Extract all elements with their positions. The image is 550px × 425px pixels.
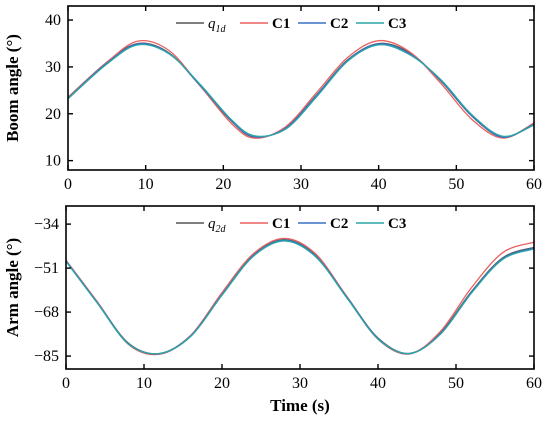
legend-label: q2d: [208, 216, 227, 235]
legend-label: q1d: [208, 16, 227, 35]
x-axis-label: Time (s): [270, 396, 330, 415]
x-tick-label: 60: [526, 176, 542, 193]
y-tick-label: −51: [34, 260, 59, 277]
y-axis-label: Boom angle (°): [3, 34, 22, 142]
y-tick-label: 10: [45, 153, 61, 170]
legend-item-c2: C2: [298, 16, 348, 32]
y-axis-label: Arm angle (°): [3, 238, 22, 337]
x-axis-ticks: 0 10 20 30 40 50 60: [64, 6, 542, 193]
legend-item-c3: C3: [356, 216, 406, 232]
legend-label: C1: [272, 216, 290, 232]
plot-frame: [65, 205, 535, 370]
legend-label: C3: [388, 16, 406, 32]
legend-item-q2d: q2d: [176, 216, 227, 235]
series-line-c1: [68, 39, 534, 139]
series-line-c2: [66, 239, 534, 355]
series-line-q2d: [66, 238, 534, 355]
legend-item-c1: C1: [240, 16, 290, 32]
series-group: [68, 39, 534, 139]
x-tick-label: 20: [215, 176, 231, 193]
legend-item-q1d: q1d: [176, 16, 227, 35]
legend-item-c1: C1: [240, 216, 290, 232]
x-tick-label: 40: [371, 176, 387, 193]
legend-item-c3: C3: [356, 16, 406, 32]
plot-frame: [67, 5, 535, 171]
legend-label: C2: [330, 216, 348, 232]
x-tick-label: 50: [448, 176, 464, 193]
legend-label: C3: [388, 216, 406, 232]
x-tick-label: 50: [448, 375, 464, 392]
x-tick-label: 60: [526, 375, 542, 392]
legend: q2d C1 C2 C3: [176, 216, 406, 235]
x-tick-label: 10: [136, 375, 152, 392]
series-line-q1d: [68, 42, 534, 139]
x-tick-label: 30: [293, 176, 309, 193]
chart-panel-2: 0 10 20 30 40 50 60 −34 −51 −68 −85 Arm angle (°) Ti…: [3, 205, 542, 415]
y-tick-label: −68: [34, 304, 59, 321]
legend: q1d C1 C2 C3: [176, 16, 406, 35]
x-axis-ticks: 0 10 20 30 40 50 60: [62, 206, 542, 392]
series-line-c1: [66, 237, 534, 356]
x-tick-label: 40: [370, 375, 386, 392]
x-tick-label: 20: [214, 375, 230, 392]
series-line-c3: [66, 240, 534, 355]
x-tick-label: 0: [62, 375, 70, 392]
legend-item-c2: C2: [298, 216, 348, 232]
y-tick-label: 20: [45, 106, 61, 123]
x-tick-label: 30: [292, 375, 308, 392]
series-group: [66, 237, 534, 356]
x-tick-label: 10: [138, 176, 154, 193]
x-tick-label: 0: [64, 176, 72, 193]
y-axis-ticks: 10 20 30 40: [45, 12, 534, 170]
series-line-c3: [68, 43, 534, 138]
y-tick-label: 30: [45, 59, 61, 76]
legend-label: C2: [330, 16, 348, 32]
legend-label: C1: [272, 16, 290, 32]
y-tick-label: −85: [34, 348, 59, 365]
y-axis-ticks: −34 −51 −68 −85: [34, 216, 534, 365]
y-tick-label: 40: [45, 12, 61, 29]
series-line-c2: [68, 42, 534, 138]
y-tick-label: −34: [34, 216, 59, 233]
